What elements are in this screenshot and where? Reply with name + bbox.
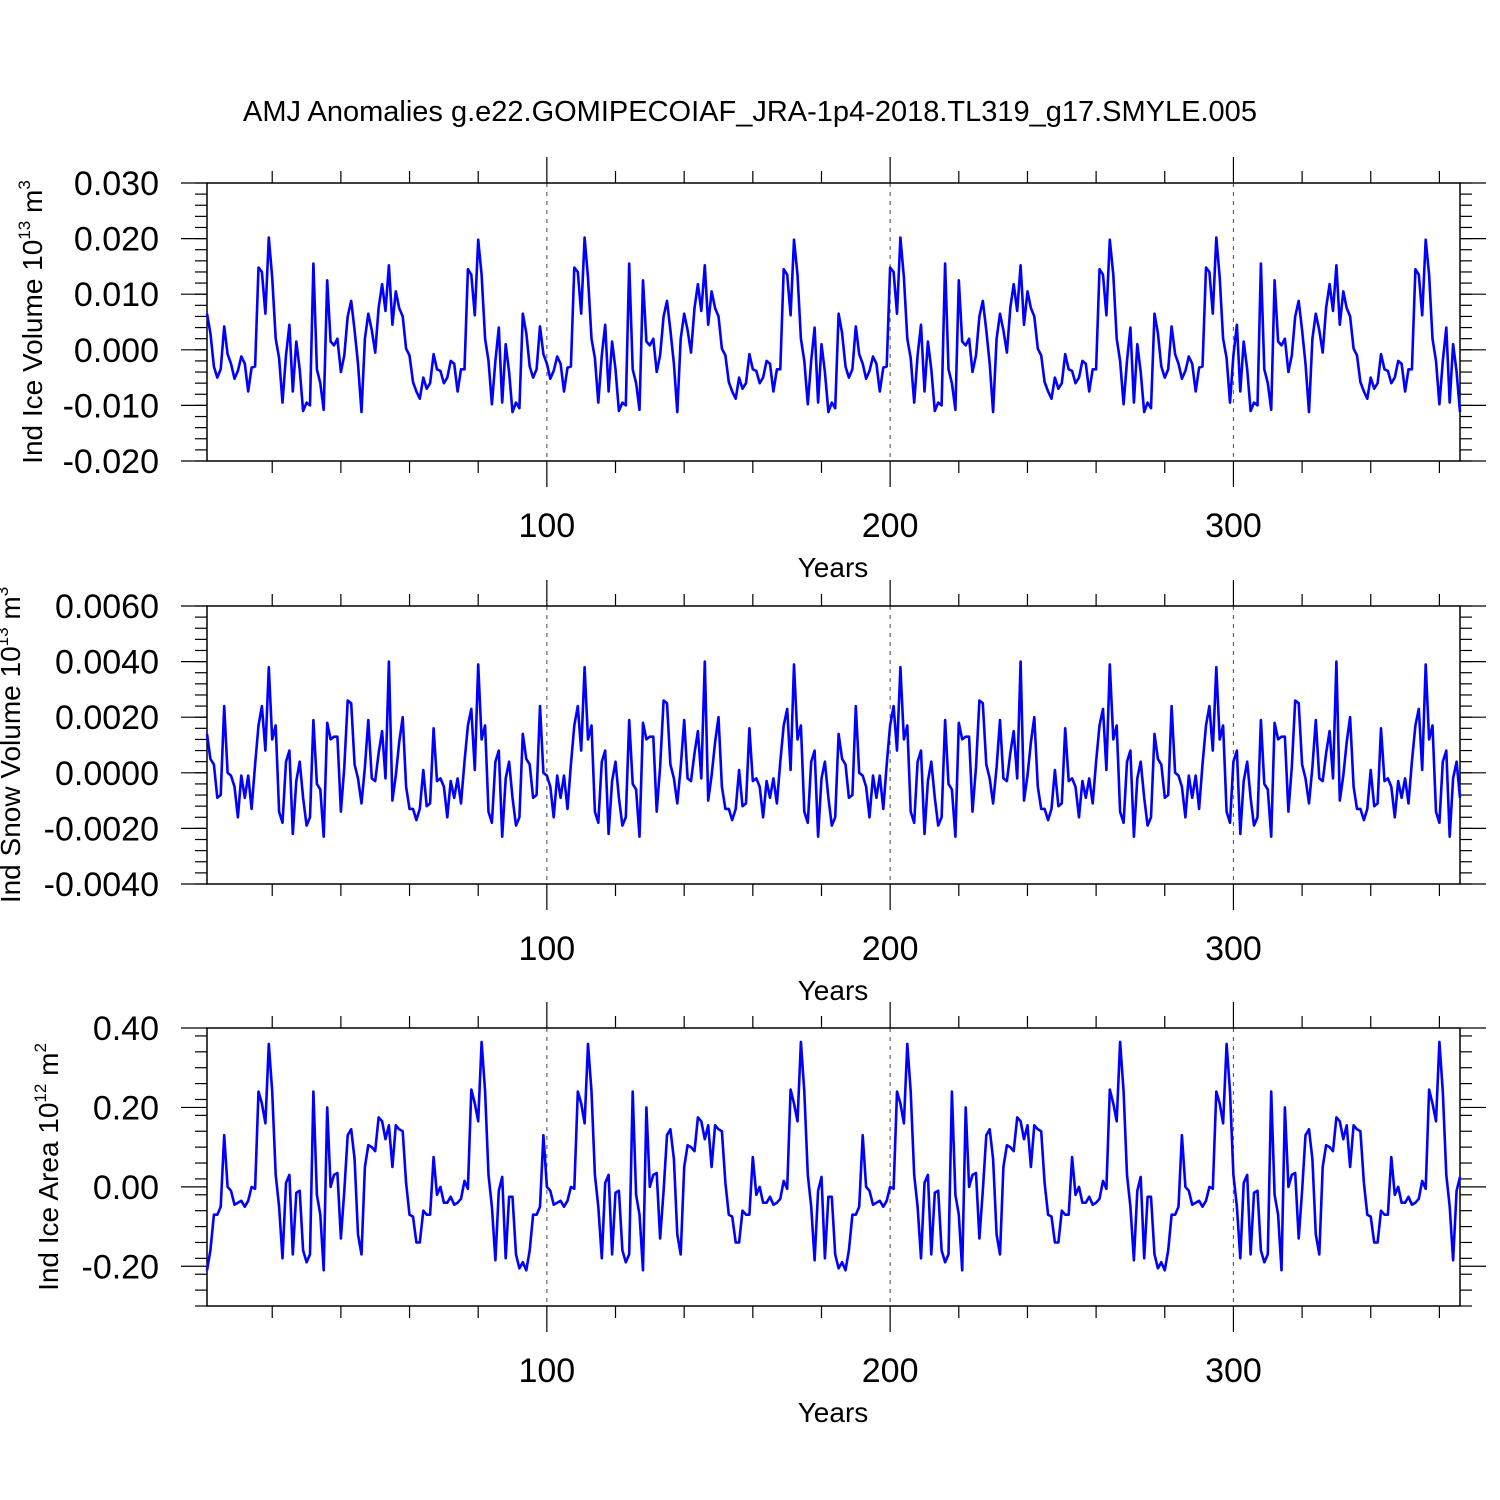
series-line: [205, 1040, 1462, 1272]
y-tick-label: 0.0060: [55, 588, 159, 626]
panel-1: -0.020 -0.010 0.000 0.010 0.020 0.030 100 200 30…: [15, 157, 1486, 583]
y-tick-label: -0.20: [82, 1248, 160, 1286]
y-tick-label: -0.010: [63, 387, 159, 425]
plot-frame: [206, 605, 1461, 885]
x-tick-label: 100: [518, 1352, 575, 1390]
chart-title: AMJ Anomalies g.e22.GOMIPECOIAF_JRA-1p4-…: [243, 96, 1257, 128]
series-line: [205, 660, 1462, 838]
y-tick-label: 0.020: [74, 221, 159, 259]
y-tick-label: 0.030: [74, 165, 159, 203]
panel-3: -0.20 0.00 0.20 0.40 100 200 300 Years Ind Ice A…: [31, 1002, 1486, 1428]
x-tick-label: 100: [518, 930, 575, 968]
x-tick-label: 300: [1205, 1352, 1262, 1390]
panel-2: -0.0040 -0.0020 0.0000 0.0020 0.0040 0.0060 10…: [0, 580, 1486, 1006]
panels: -0.020 -0.010 0.000 0.010 0.020 0.030 100 200 30…: [0, 157, 1486, 1428]
y-tick-label: -0.0040: [44, 866, 159, 904]
y-tick-label: 0.20: [93, 1089, 159, 1127]
x-tick-label: 200: [862, 1352, 919, 1390]
x-tick-label: 300: [1205, 507, 1262, 545]
x-axis-title: Years: [798, 552, 869, 583]
x-axis-title: Years: [798, 975, 869, 1006]
x-tick-label: 200: [862, 507, 919, 545]
y-tick-label: 0.0020: [55, 699, 159, 737]
y-tick-label: -0.020: [63, 443, 159, 481]
y-axis-title: Ind Ice Volume 1013 m3: [15, 180, 48, 464]
plot-frame: [206, 1027, 1461, 1307]
y-tick-label: 0.40: [93, 1010, 159, 1048]
x-tick-label: 300: [1205, 930, 1262, 968]
y-tick-label: 0.000: [74, 332, 159, 370]
y-tick-label: 0.00: [93, 1169, 159, 1207]
x-tick-label: 100: [518, 507, 575, 545]
plot-frame: [206, 182, 1461, 462]
y-tick-label: -0.0020: [44, 810, 159, 848]
y-tick-label: 0.0000: [55, 755, 159, 793]
y-tick-label: 0.010: [74, 276, 159, 314]
y-axis-title: Ind Snow Volume 1013 m3: [0, 587, 26, 903]
x-tick-label: 200: [862, 930, 919, 968]
y-axis-title: Ind Ice Area 1012 m2: [31, 1043, 64, 1291]
series-line: [205, 236, 1462, 414]
y-tick-label: 0.0040: [55, 644, 159, 682]
x-axis-title: Years: [798, 1397, 869, 1428]
